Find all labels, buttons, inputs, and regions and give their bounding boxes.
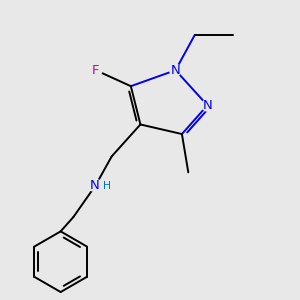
Ellipse shape xyxy=(170,64,181,76)
Ellipse shape xyxy=(202,100,213,111)
Text: H: H xyxy=(103,181,111,191)
Ellipse shape xyxy=(85,179,103,191)
Ellipse shape xyxy=(89,64,102,76)
Text: N: N xyxy=(171,64,180,77)
Text: N: N xyxy=(202,99,212,112)
Text: N: N xyxy=(89,178,99,192)
Text: F: F xyxy=(92,64,100,77)
